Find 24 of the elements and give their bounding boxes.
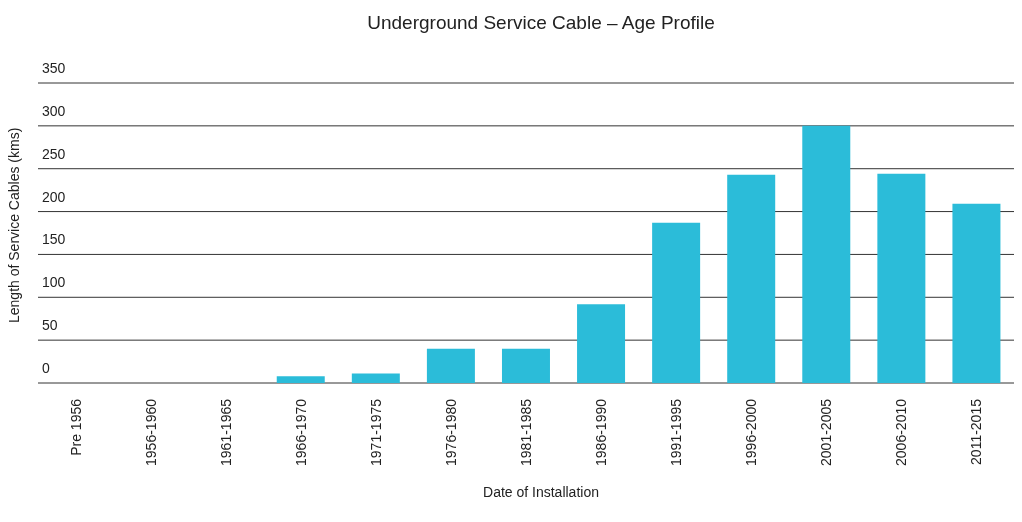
x-tick-label: 1971-1975: [367, 398, 384, 466]
x-tick-label: 1981-1985: [518, 398, 534, 466]
x-tick-label: 1986-1990: [593, 398, 610, 466]
chart-title: Underground Service Cable – Age Profile: [366, 11, 716, 35]
y-tick-label: 150: [42, 231, 66, 248]
y-tick-label: 200: [42, 188, 66, 205]
x-tick-label: 2011-2015: [968, 398, 985, 465]
y-axis-title: Length of Service Cables (kms): [5, 127, 22, 323]
x-tick-label: 1996-2000: [743, 398, 760, 466]
x-tick-label: 1966-1970: [292, 398, 309, 466]
x-tick-label: 1961-1965: [217, 398, 234, 466]
x-tick-label: 1976-1980: [442, 398, 459, 466]
y-tick-label: 50: [42, 317, 58, 334]
x-tick-label: 2006-2010: [893, 398, 910, 466]
y-tick-label: 350: [42, 60, 66, 76]
y-tick-label: 0: [42, 360, 50, 376]
y-tick-label: 300: [42, 102, 66, 119]
x-tick-label: 2001-2005: [818, 398, 835, 466]
x-tick-label: 1991-1995: [668, 398, 685, 466]
x-tick-label: Pre 1956: [67, 398, 84, 456]
x-axis-title: Date of Installation: [482, 484, 600, 500]
y-tick-label: 250: [42, 145, 66, 162]
x-tick-label: 1956-1960: [142, 398, 159, 466]
y-tick-label: 100: [42, 274, 66, 291]
